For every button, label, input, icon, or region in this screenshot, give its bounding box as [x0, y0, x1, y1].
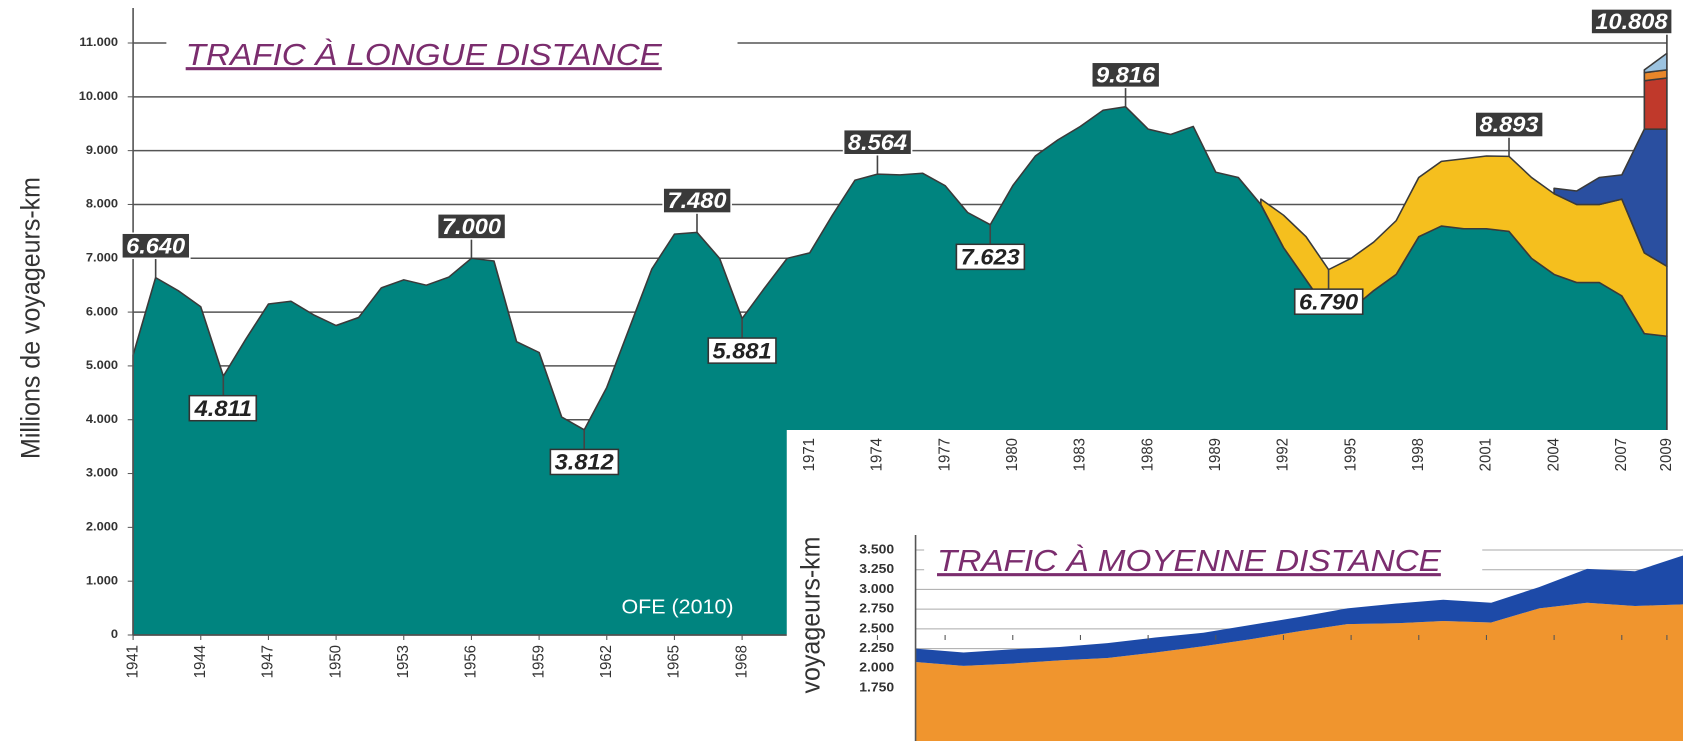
x-tick-label: 2004	[1545, 438, 1563, 472]
x-tick-label: 2007	[1613, 438, 1631, 471]
annotation-box	[1474, 111, 1544, 138]
x-tick-label: 2001	[1477, 438, 1495, 471]
x-tick-label: 1974	[868, 438, 886, 472]
y-tick-label: 11.000	[79, 36, 118, 49]
annotation-box	[121, 232, 191, 260]
title-backing	[166, 33, 738, 76]
annotation-label: 8.893	[1479, 112, 1538, 137]
area	[1553, 128, 1668, 268]
annotation-box	[662, 187, 732, 214]
y-tick-label: 1.000	[86, 574, 118, 587]
x-tick-label: 1986	[1139, 438, 1157, 471]
title-backing	[924, 539, 1483, 582]
y-tick-label: 3.000	[86, 466, 118, 479]
x-tick-label: 1968	[733, 645, 751, 678]
y-axis-label: Millions de voyageurs-km	[17, 177, 46, 459]
y-tick-label: 7.000	[86, 251, 118, 264]
x-tick-label: 1956	[462, 645, 480, 678]
inset-y-tick-label: 3.250	[859, 562, 894, 576]
annotation-box	[188, 394, 258, 422]
area	[915, 555, 1683, 666]
annotation-label: 8.564	[848, 130, 907, 155]
y-tick-label: 5.000	[86, 358, 118, 371]
annotation-box	[1590, 8, 1673, 35]
inset-y-tick-label: 3.000	[859, 581, 894, 595]
inset-y-tick-label: 2.250	[859, 640, 894, 654]
annotation-label: 10.808	[1595, 9, 1668, 34]
x-tick-label: 1941	[124, 645, 142, 678]
chart-title: TRAFIC À LONGUE DISTANCE	[186, 37, 663, 72]
x-tick-label: 1971	[801, 438, 819, 471]
y-tick-label: 2.000	[86, 520, 118, 533]
x-tick-label: 1998	[1410, 438, 1428, 471]
x-tick-label: 1962	[598, 645, 616, 678]
area	[915, 602, 1683, 741]
x-tick-label: 1953	[395, 645, 413, 678]
x-tick-label: 1992	[1274, 438, 1292, 471]
x-tick-label: 1983	[1071, 438, 1089, 471]
annotation-label: 6.640	[126, 233, 185, 258]
annotation-label: 7.623	[961, 244, 1020, 269]
area	[1643, 77, 1668, 130]
x-tick-label: 1989	[1207, 438, 1225, 471]
annotation-label: 3.812	[555, 449, 614, 474]
x-tick-label: 1965	[665, 645, 683, 678]
inset-y-axis-label: voyageurs-km	[797, 537, 826, 694]
annotation-label: 7.000	[442, 214, 501, 239]
annotation-box	[955, 243, 1026, 271]
inset-y-tick-label: 2.750	[859, 601, 894, 615]
inset-y-tick-label: 3.500	[859, 542, 894, 556]
inset-y-tick-label: 2.500	[859, 621, 894, 635]
y-tick-label: 0	[111, 628, 118, 641]
annotation-label: 9.816	[1096, 62, 1155, 87]
annotation-box	[842, 128, 913, 156]
x-tick-label: 1950	[327, 645, 345, 679]
inset: 1.750 2.000 2.250 2.500 2.750 3.000 3.250 3.500…	[797, 535, 1683, 741]
inset-y-tick-label: 1.750	[859, 680, 894, 694]
x-tick-label: 2009	[1658, 438, 1676, 471]
annotation-box	[707, 337, 777, 364]
annotation-box	[1293, 288, 1364, 315]
y-tick-label: 6.000	[86, 305, 118, 318]
annotation-label: 4.811	[194, 396, 252, 421]
x-tick-label: 1944	[192, 645, 210, 679]
annotation-label: 7.480	[667, 188, 726, 213]
x-tick-label: 1947	[259, 645, 277, 678]
annotation-label: 6.790	[1299, 289, 1358, 314]
annotation-box	[1090, 61, 1161, 89]
y-tick-label: 9.000	[86, 143, 118, 156]
y-tick-label: 4.000	[86, 412, 118, 425]
inset-y-tick-label: 2.000	[859, 660, 894, 674]
y-tick-label: 10.000	[79, 89, 118, 102]
annotation-box	[436, 213, 507, 240]
x-tick-label: 1977	[936, 438, 954, 471]
area	[1643, 52, 1668, 74]
x-tick-label: 1980	[1004, 438, 1022, 472]
inset-title: TRAFIC À MOYENNE DISTANCE	[937, 543, 1441, 578]
annotation-label: 5.881	[713, 338, 772, 363]
y-tick-label: 8.000	[86, 197, 118, 210]
x-tick-label: 1995	[1342, 438, 1360, 471]
annotation-box	[549, 448, 620, 476]
source: OFE (2010)	[621, 596, 733, 618]
x-tick-label: 1959	[530, 645, 548, 678]
